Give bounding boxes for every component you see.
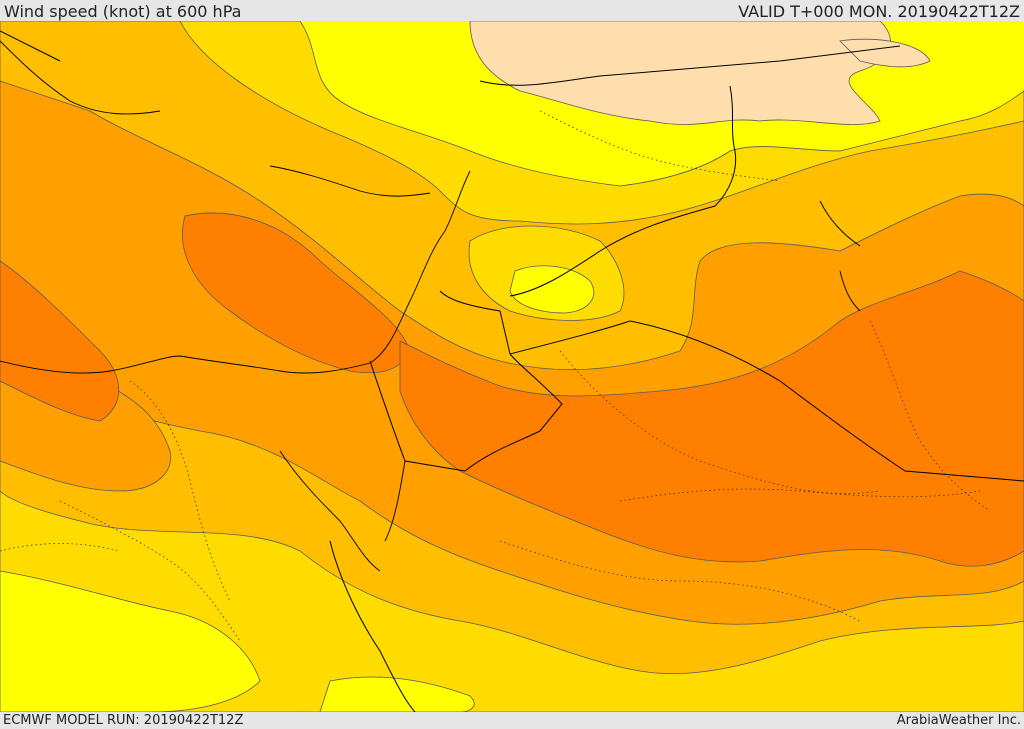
model-run-label: ECMWF MODEL RUN: 20190422T12Z <box>3 713 244 728</box>
credit-label: ArabiaWeather Inc. <box>896 713 1021 728</box>
band-yellow-central <box>509 265 595 314</box>
band-yellow-sw <box>0 570 261 712</box>
band-yellow-south <box>319 676 475 712</box>
band-max-sw <box>0 260 120 422</box>
coastlines <box>0 40 861 572</box>
footer-bar: ECMWF MODEL RUN: 20190422T12Z ArabiaWeat… <box>0 712 1024 729</box>
band-calm-north <box>469 21 891 125</box>
region-outlines <box>0 110 991 642</box>
band-calm-ne <box>839 38 931 68</box>
header-bar: Wind speed (knot) at 600 hPa VALID T+000… <box>0 0 1024 21</box>
wind-speed-map[interactable] <box>0 21 1024 712</box>
map-title: Wind speed (knot) at 600 hPa <box>4 2 242 21</box>
band-max-west <box>182 212 411 374</box>
valid-time: VALID T+000 MON. 20190422T12Z <box>738 2 1020 21</box>
country-borders <box>0 30 1024 712</box>
